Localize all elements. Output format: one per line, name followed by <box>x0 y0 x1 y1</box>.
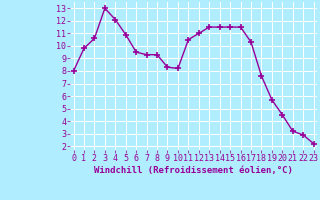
X-axis label: Windchill (Refroidissement éolien,°C): Windchill (Refroidissement éolien,°C) <box>94 166 293 175</box>
